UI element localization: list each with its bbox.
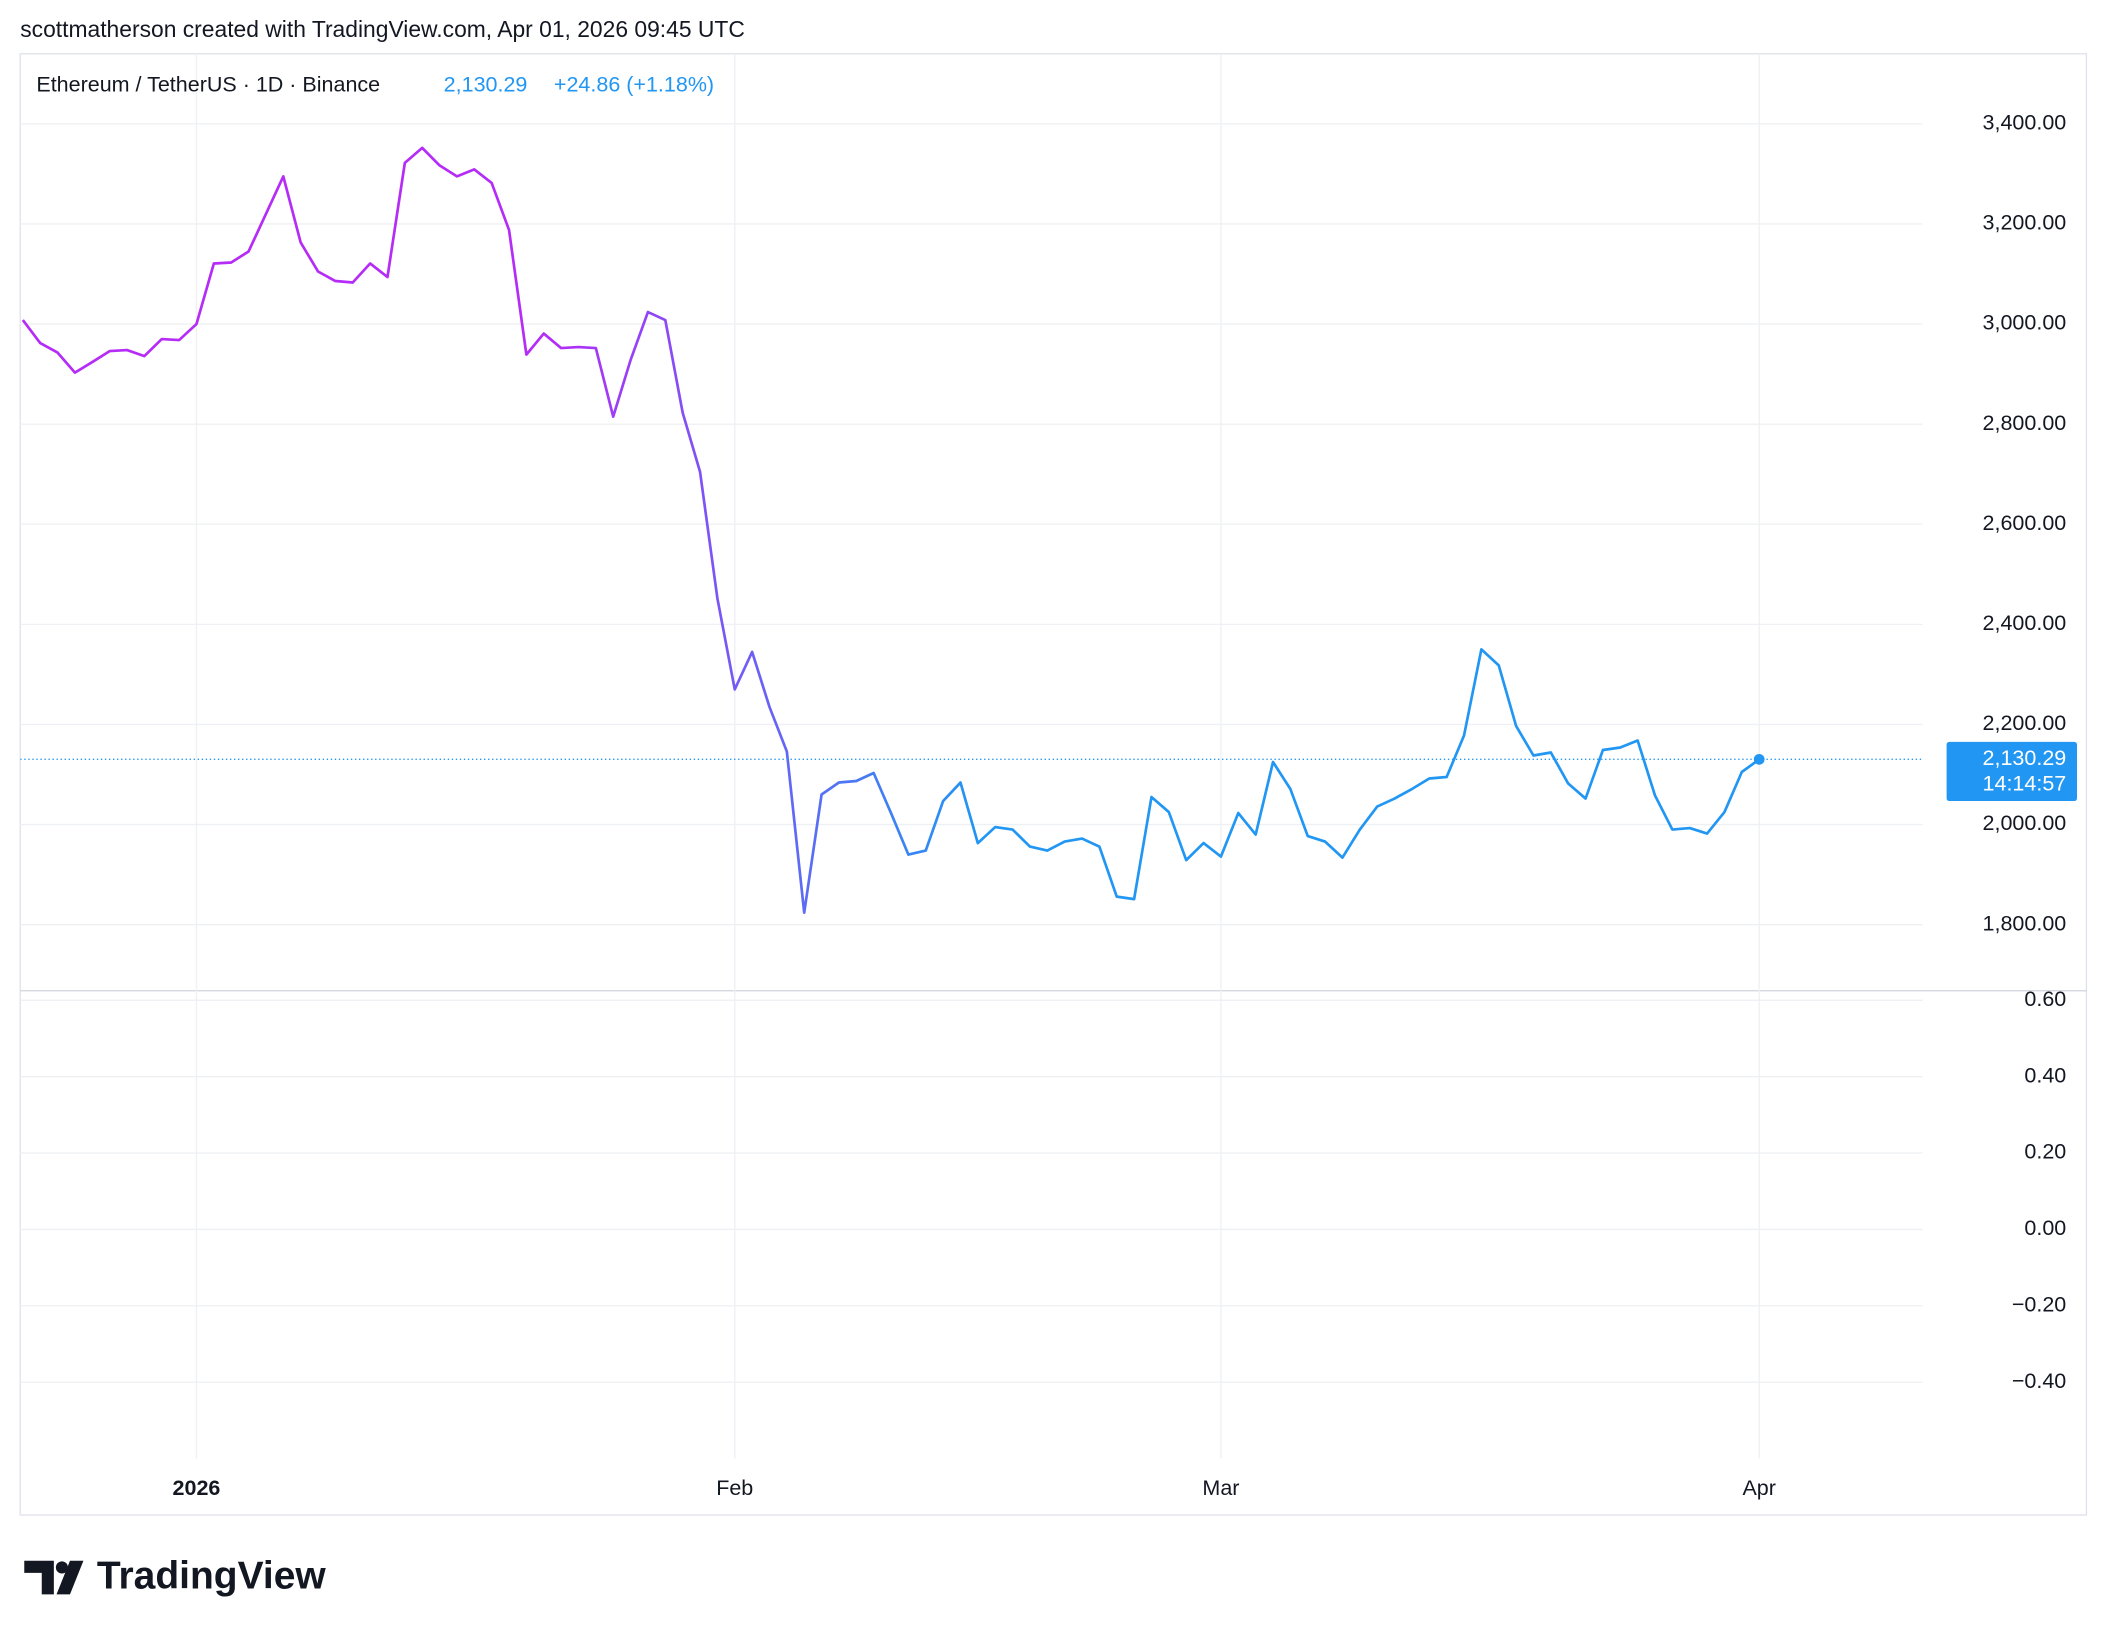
price-line — [21, 146, 1760, 915]
last-point — [1753, 753, 1765, 765]
y-tick-label: 0.20 — [2024, 1140, 2066, 1164]
price-label-box — [1946, 741, 2078, 802]
price-label: 2,130.29 — [1983, 746, 2067, 770]
y-tick-label: 3,400.00 — [1983, 111, 2067, 135]
x-tick-label: 2026 — [173, 1476, 221, 1500]
labels: 2026 Feb Mar Apr 1,800.00 2,000.00 2,200.00 2,4… — [173, 111, 2078, 1500]
logo-text: TradingView — [97, 1554, 327, 1597]
y-tick-label: 2,400.00 — [1983, 611, 2067, 635]
x-tick-label: Mar — [1202, 1476, 1239, 1500]
y-tick-label: 2,800.00 — [1983, 411, 2067, 435]
chart-frame — [19, 53, 2088, 1516]
x-tick-label: Feb — [716, 1476, 753, 1500]
y-tick-label: −0.40 — [2012, 1369, 2066, 1393]
header-change: +24.86 (+1.18%) — [554, 73, 714, 97]
header-price: 2,130.29 — [444, 73, 528, 97]
y-tick-label: 1,800.00 — [1983, 911, 2067, 935]
logo-dot — [55, 1561, 68, 1574]
y-tick-label: 0.40 — [2024, 1063, 2066, 1087]
y-tick-label: 0.00 — [2024, 1216, 2066, 1240]
logo-icon — [24, 1560, 84, 1595]
y-tick-label: 2,200.00 — [1983, 711, 2067, 735]
symbol-title: Ethereum / TetherUS · 1D · Binance — [36, 73, 380, 97]
credit: scottmatherson created with TradingView.… — [20, 16, 745, 42]
y-tick-label: 3,200.00 — [1983, 211, 2067, 235]
x-tick-label: Apr — [1742, 1476, 1775, 1500]
y-tick-label: 2,600.00 — [1983, 511, 2067, 535]
y-tick-label: 2,000.00 — [1983, 811, 2067, 835]
countdown-label: 14:14:57 — [1983, 772, 2067, 796]
logo: TradingView — [24, 1554, 326, 1597]
plot — [20, 146, 1923, 915]
grid — [20, 53, 1923, 1459]
y-tick-label: 0.60 — [2024, 987, 2066, 1011]
y-tick-label: 3,000.00 — [1983, 311, 2067, 335]
y-tick-label: −0.20 — [2012, 1292, 2066, 1316]
